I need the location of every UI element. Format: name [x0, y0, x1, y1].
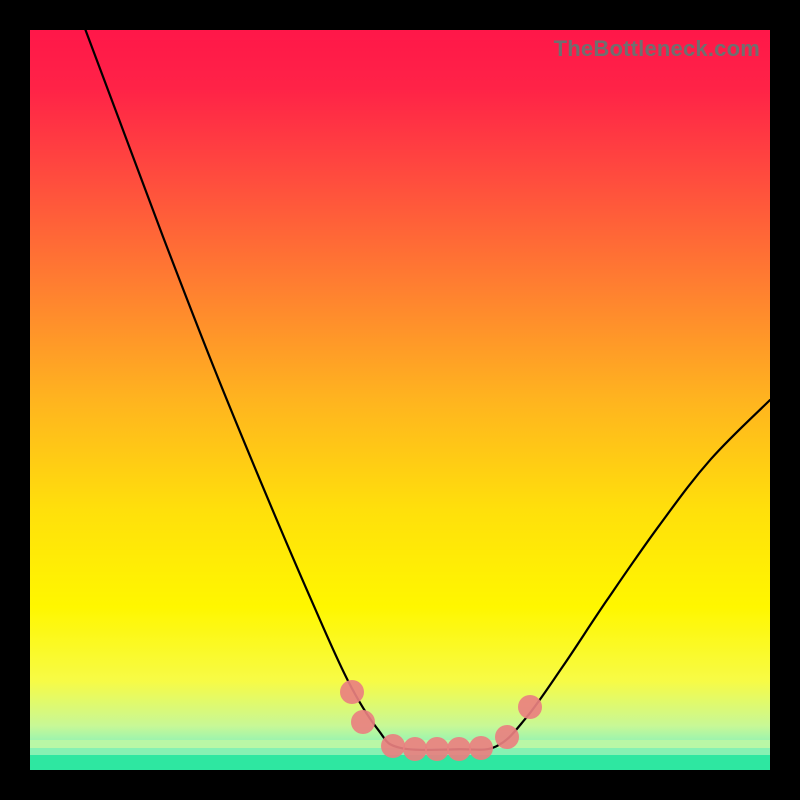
curve-marker [447, 737, 471, 761]
chart-area: TheBottleneck.com [30, 30, 770, 770]
curve-marker [340, 680, 364, 704]
chart-frame: TheBottleneck.com [0, 0, 800, 800]
curve-markers [30, 30, 770, 770]
curve-marker [518, 695, 542, 719]
curve-marker [381, 734, 405, 758]
curve-marker [469, 736, 493, 760]
curve-marker [351, 710, 375, 734]
curve-marker [403, 737, 427, 761]
curve-marker [495, 725, 519, 749]
curve-marker [425, 737, 449, 761]
watermark-label: TheBottleneck.com [554, 36, 760, 62]
